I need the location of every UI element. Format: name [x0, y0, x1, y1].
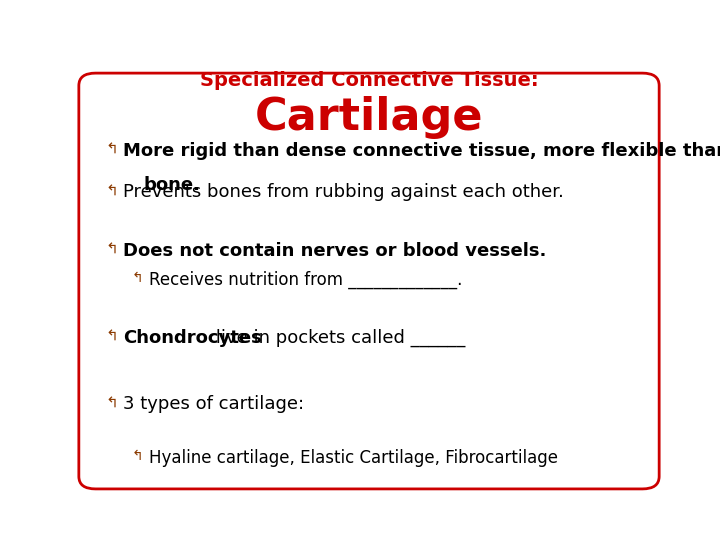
Text: ↰: ↰ [131, 449, 143, 463]
Text: 3 types of cartilage:: 3 types of cartilage: [124, 395, 305, 413]
Text: Hyaline cartilage, Elastic Cartilage, Fibrocartilage: Hyaline cartilage, Elastic Cartilage, Fi… [148, 449, 557, 468]
Text: ↰: ↰ [105, 241, 118, 256]
Text: Prevents bones from rubbing against each other.: Prevents bones from rubbing against each… [124, 183, 564, 201]
Text: live in pockets called ______: live in pockets called ______ [210, 329, 465, 347]
Text: More rigid than dense connective tissue, more flexible than: More rigid than dense connective tissue,… [124, 141, 720, 160]
Text: ↰: ↰ [105, 395, 118, 410]
Text: Chondrocytes: Chondrocytes [124, 329, 262, 347]
Text: Cartilage: Cartilage [255, 96, 483, 139]
Text: Receives nutrition from _____________.: Receives nutrition from _____________. [148, 271, 462, 289]
Text: ↰: ↰ [105, 141, 118, 157]
Text: ↰: ↰ [105, 183, 118, 198]
FancyBboxPatch shape [79, 73, 660, 489]
Text: Does not contain nerves or blood vessels.: Does not contain nerves or blood vessels… [124, 241, 547, 260]
Text: Specialized Connective Tissue:: Specialized Connective Tissue: [199, 71, 539, 90]
Text: bone.: bone. [143, 176, 200, 194]
Text: ↰: ↰ [105, 329, 118, 344]
Text: ↰: ↰ [131, 271, 143, 285]
